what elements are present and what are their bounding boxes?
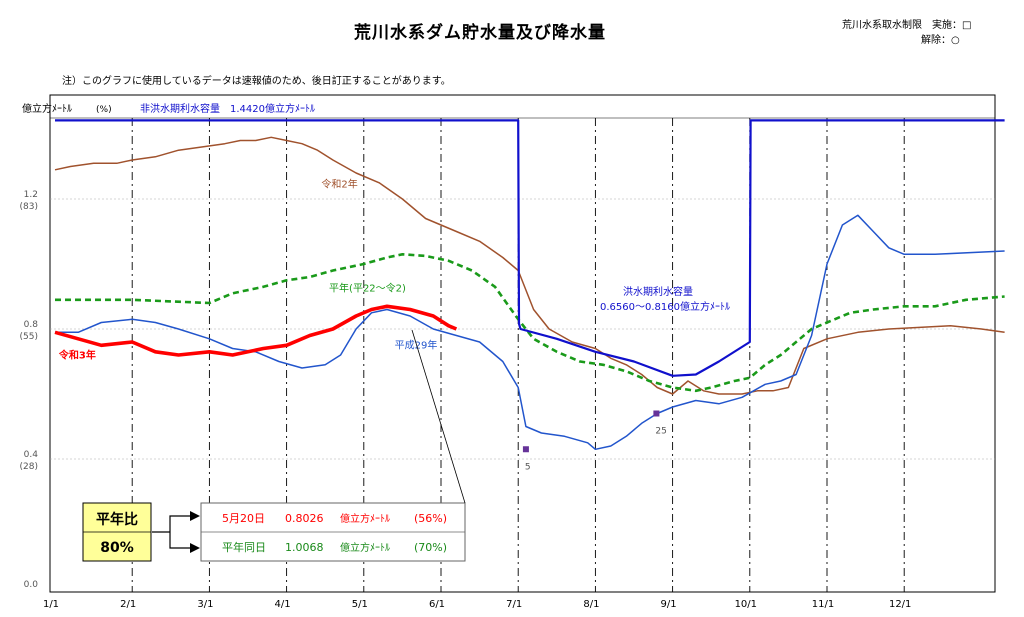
ratio-title: 平年比 (96, 511, 138, 528)
current-pct: (56%) (414, 512, 447, 525)
x-tick-label: 1/1 (43, 599, 59, 610)
series-label: 令和3年 (58, 348, 96, 361)
comparison-panel: 平年比 80% 5月20日 0.8026 億立方ﾒｰﾄﾙ (56%) 平年同日 … (82, 329, 466, 562)
restriction-implemented: 実施：□ (932, 20, 972, 31)
flood-capacity-label-2: 0.6560～0.8160億立方ﾒｰﾄﾙ (600, 300, 730, 313)
normal-volume: 1.0068 (285, 541, 324, 554)
series-line (54, 304, 458, 357)
ratio-value: 80% (100, 540, 134, 556)
series-label: 平成29年 (395, 339, 438, 352)
callout-line (411, 329, 466, 504)
current-volume: 0.8026 (285, 512, 324, 525)
restriction-lifted: 解除：○ (921, 35, 960, 46)
page-title: 荒川水系ダム貯水量及び降水量 (354, 23, 606, 43)
normal-unit: 億立方ﾒｰﾄﾙ (340, 541, 390, 554)
y-tick-label: 0.4 (24, 450, 39, 460)
y-tick-label: 0.8 (24, 320, 39, 330)
annotation-marker (522, 446, 529, 453)
series-label: 平年(平22～令2) (329, 282, 406, 295)
chart-frame (49, 94, 996, 593)
x-tick-label: 3/1 (197, 599, 213, 610)
x-tick-label: 2/1 (120, 599, 136, 610)
current-unit: 億立方ﾒｰﾄﾙ (340, 512, 390, 525)
arrow-head-bottom (190, 543, 200, 553)
non-flood-capacity-label: 非洪水期利水容量 1.4420億立方ﾒｰﾄﾙ (140, 102, 315, 115)
ratio-connector (152, 515, 192, 549)
y-tick-pct: (55) (20, 332, 38, 342)
y-axis-label: 億立方ﾒｰﾄﾙ (22, 102, 72, 115)
normal-date: 平年同日 (222, 540, 266, 554)
x-tick-label: 6/1 (429, 599, 445, 610)
current-date: 5月20日 (222, 512, 265, 525)
series-line (55, 119, 1005, 377)
series-line (55, 253, 1005, 393)
annotation-marker (653, 410, 660, 417)
x-tick-label: 10/1 (735, 599, 757, 610)
normal-pct: (70%) (414, 541, 447, 554)
x-tick-label: 7/1 (506, 599, 522, 610)
annotation-label: 5 (525, 462, 531, 472)
y-tick-pct: (83) (20, 202, 38, 212)
y-axis-unit: (%) (96, 105, 112, 115)
x-tick-label: 5/1 (352, 599, 368, 610)
flood-capacity-label-1: 洪水期利水容量 (623, 285, 693, 298)
series-line (54, 136, 1005, 395)
restriction-label: 荒川水系取水制限 (842, 20, 922, 31)
y-tick-label: 1.2 (24, 190, 38, 200)
x-tick-label: 4/1 (275, 599, 291, 610)
annotation-label: 25 (655, 427, 666, 437)
x-tick-label: 9/1 (661, 599, 677, 610)
x-tick-label: 12/1 (889, 599, 911, 610)
restriction-legend: 荒川水系取水制限 実施：□ 解除：○ (842, 18, 971, 48)
arrow-head-top (190, 511, 200, 521)
current-row: 5月20日 0.8026 億立方ﾒｰﾄﾙ (56%) (222, 512, 447, 525)
normal-row: 平年同日 1.0068 億立方ﾒｰﾄﾙ (70%) (222, 540, 447, 554)
y-tick-label: 0.0 (24, 580, 39, 590)
x-tick-label: 8/1 (583, 599, 599, 610)
data-note: 注）このグラフに使用しているデータは速報値のため、後日訂正することがあります。 (62, 76, 451, 87)
series-label: 令和2年 (321, 178, 357, 191)
x-tick-label: 11/1 (812, 599, 834, 610)
y-tick-pct: (28) (20, 462, 38, 472)
